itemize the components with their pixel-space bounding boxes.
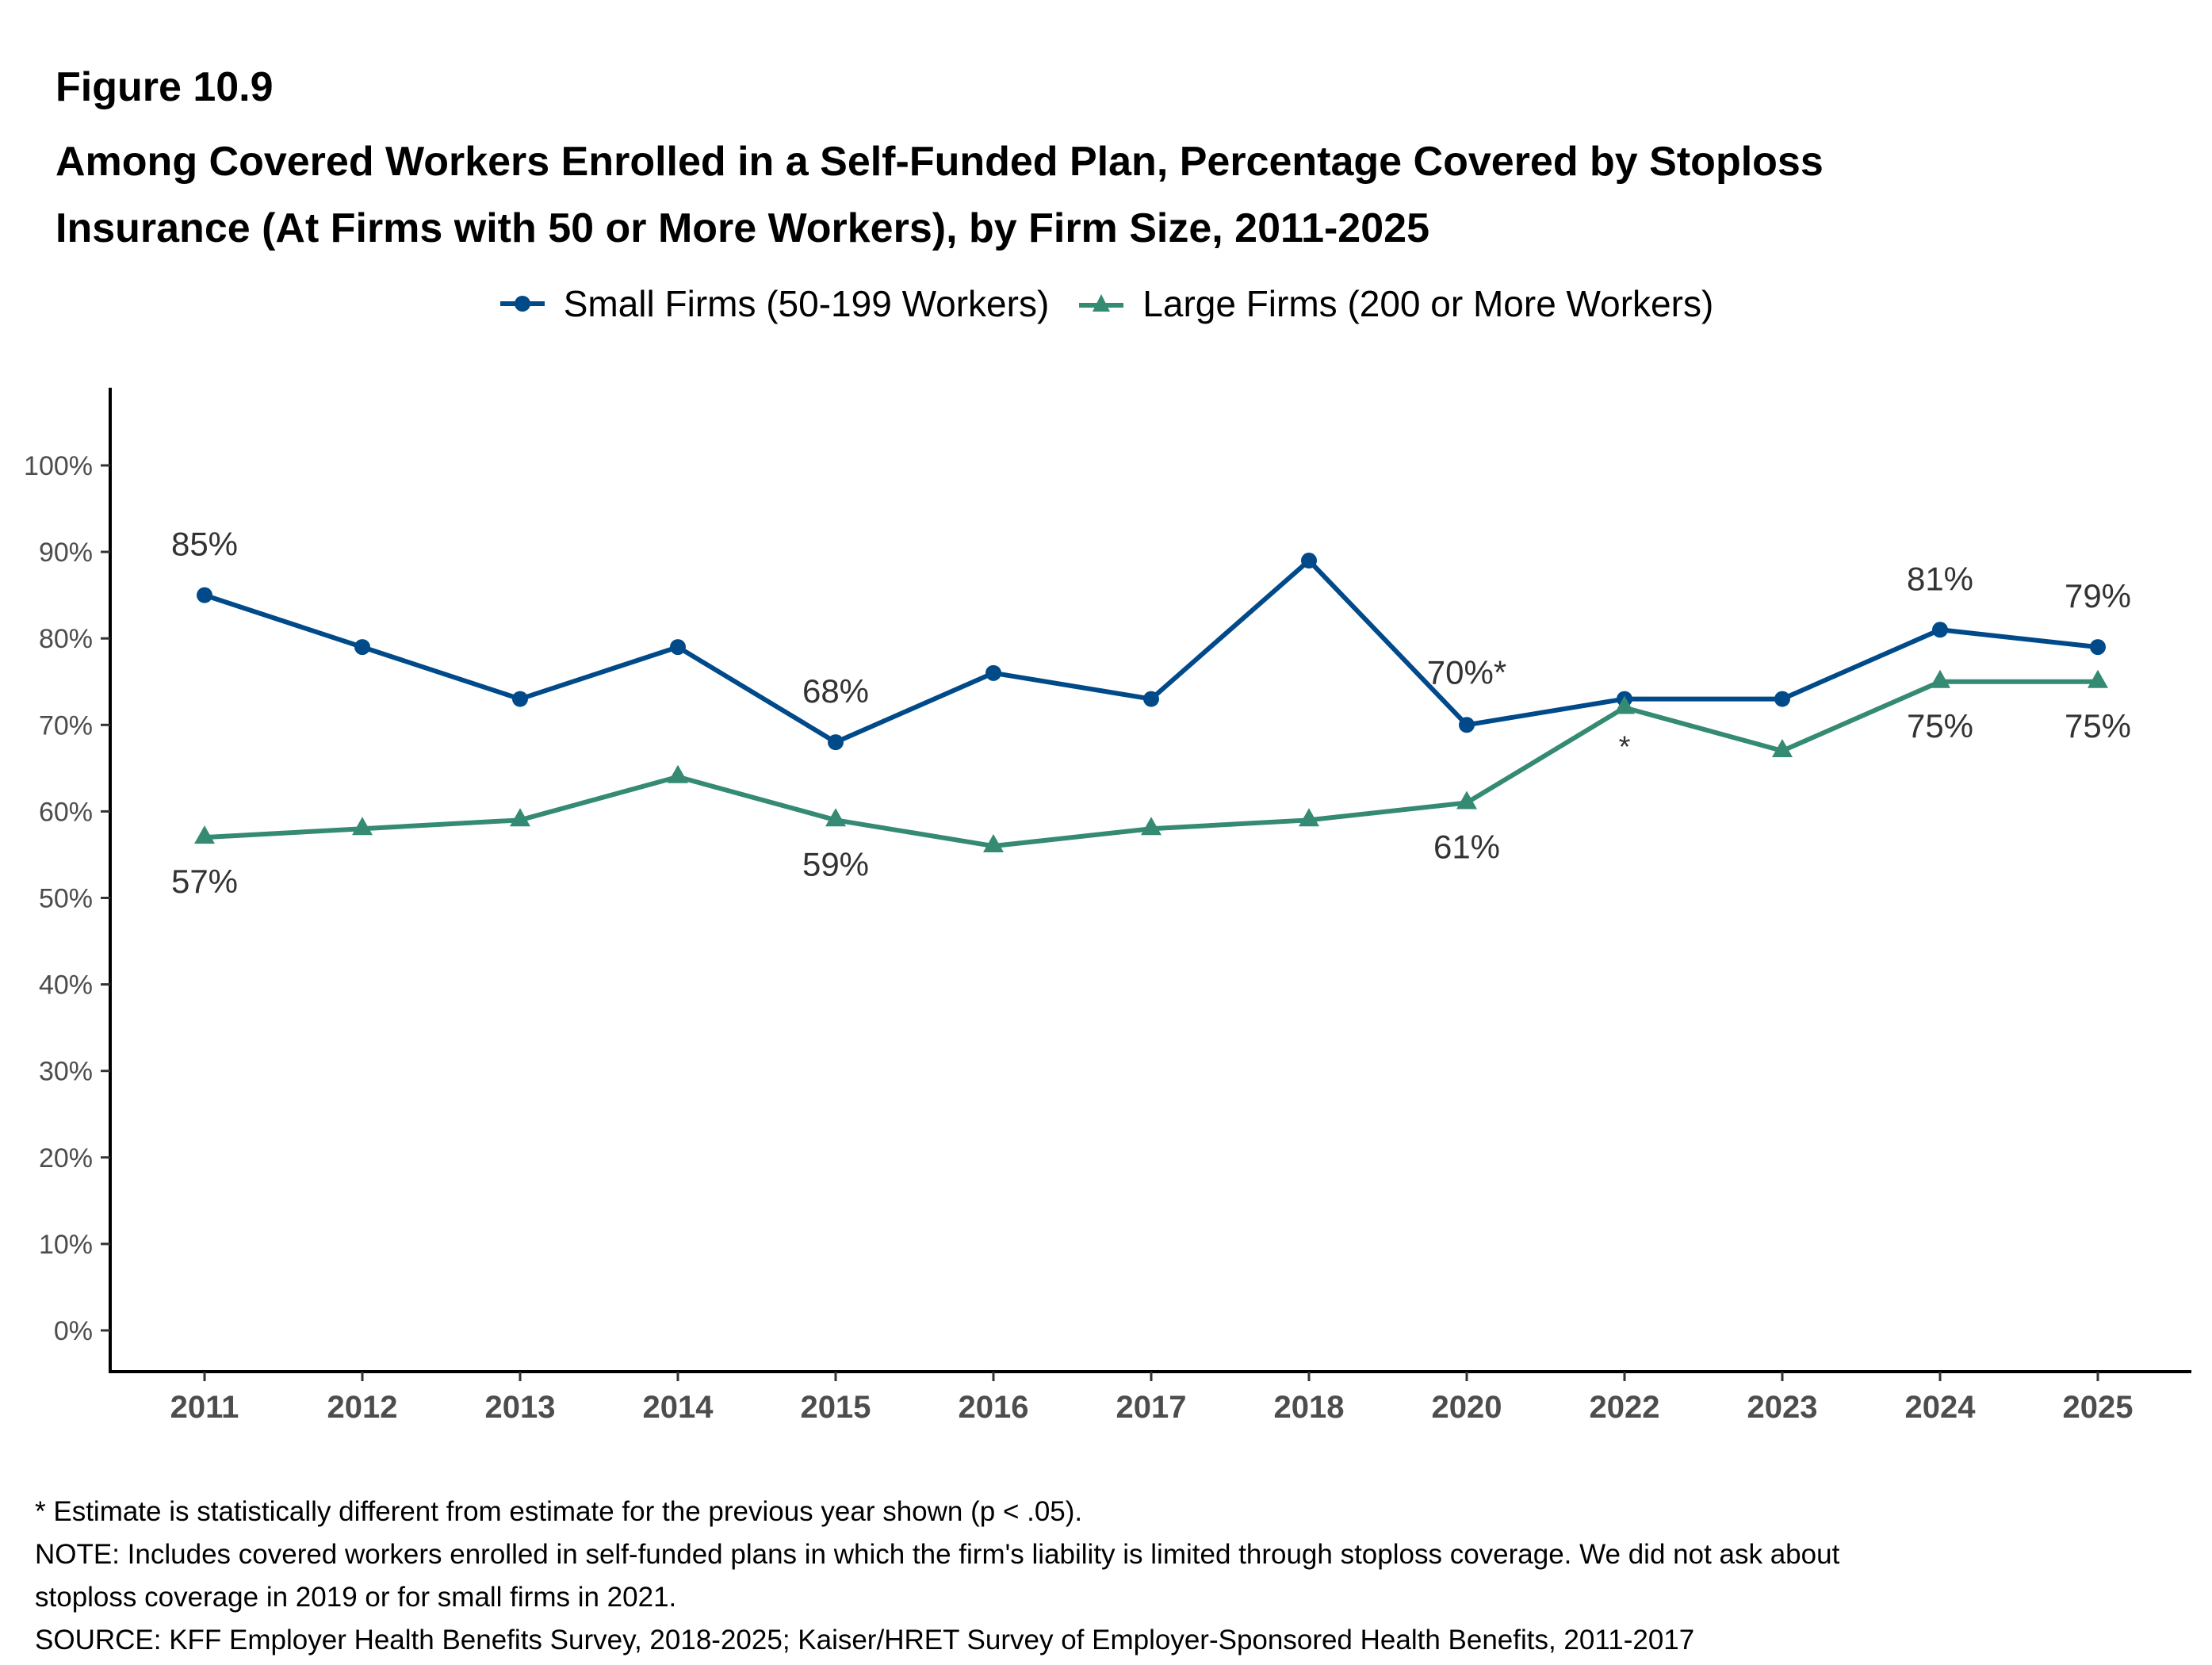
data-point-small-firms — [985, 664, 1001, 681]
data-point-large-firms — [352, 817, 373, 836]
data-label: 79% — [2065, 577, 2131, 614]
x-tick-label: 2025 — [2063, 1390, 2134, 1425]
data-point-small-firms — [354, 639, 370, 656]
y-tick-label: 30% — [39, 1057, 93, 1087]
data-point-small-firms — [1774, 691, 1790, 707]
x-tick-label: 2022 — [1590, 1390, 1660, 1425]
y-tick-label: 80% — [39, 624, 93, 654]
chart-title: Among Covered Workers Enrolled in a Self… — [55, 128, 2157, 262]
data-point-large-firms — [1614, 695, 1635, 714]
data-label: 85% — [171, 526, 238, 563]
y-tick-label: 50% — [39, 884, 93, 914]
legend-item-large-firms[interactable]: Large Firms (200 or More Workers) — [1077, 282, 1713, 325]
line-chart: 0% 10% 20% 30% 40% 50% 60% 70% 80% 90% 100% 2011 201… — [24, 388, 2191, 1425]
legend-item-small-firms[interactable]: Small Firms (50-199 Workers) — [499, 282, 1050, 325]
x-tick-label: 2020 — [1432, 1390, 1502, 1425]
data-point-large-firms — [194, 825, 215, 844]
data-label: 75% — [1907, 707, 1973, 744]
footnote-note-line-2: stoploss coverage in 2019 or for small f… — [35, 1582, 677, 1613]
legend-label-small-firms: Small Firms (50-199 Workers) — [563, 283, 1050, 324]
data-point-large-firms — [1299, 808, 1319, 827]
legend-circle-marker-icon — [499, 296, 545, 312]
data-label: 68% — [802, 672, 869, 710]
data-point-small-firms — [512, 691, 528, 707]
data-point-large-firms — [825, 808, 846, 827]
data-point-large-firms — [668, 764, 688, 783]
y-tick-label: 0% — [54, 1316, 93, 1346]
data-label: 70%* — [1427, 653, 1506, 691]
y-tick-label: 40% — [39, 970, 93, 1001]
x-tick-label: 2024 — [1905, 1390, 1977, 1425]
footnotes: * Estimate is statistically different fr… — [35, 1491, 1839, 1662]
x-tick-label: 2011 — [170, 1390, 239, 1425]
data-point-small-firms — [1143, 691, 1159, 707]
data-point-large-firms — [510, 808, 530, 827]
footnote-significance: * Estimate is statistically different fr… — [35, 1496, 1083, 1527]
y-tick-label: 100% — [24, 451, 93, 481]
legend-label-large-firms: Large Firms (200 or More Workers) — [1142, 283, 1714, 324]
legend: Small Firms (50-199 Workers) Large Firms… — [0, 282, 2212, 325]
y-tick-label: 70% — [39, 710, 93, 741]
x-tick-label: 2023 — [1747, 1390, 1818, 1425]
data-point-large-firms — [1772, 739, 1793, 758]
footnote-source: SOURCE: KFF Employer Health Benefits Sur… — [35, 1625, 1695, 1655]
data-point-small-firms — [1301, 553, 1317, 569]
y-tick-label: 20% — [39, 1143, 93, 1173]
data-point-large-firms — [983, 834, 1004, 853]
data-point-large-firms — [1456, 790, 1477, 810]
x-tick-label: 2013 — [485, 1390, 556, 1425]
x-tick-label: 2017 — [1116, 1390, 1187, 1425]
y-tick-label: 60% — [39, 797, 93, 827]
data-label: 75% — [2065, 707, 2131, 744]
x-tick-label: 2012 — [327, 1390, 398, 1425]
data-point-small-firms — [670, 639, 686, 656]
data-point-large-firms — [2088, 669, 2108, 688]
data-label: 81% — [1907, 560, 1973, 597]
data-label: 61% — [1433, 828, 1500, 865]
data-point-large-firms — [1930, 669, 1950, 688]
footnote-note-line-1: NOTE: Includes covered workers enrolled … — [35, 1539, 1840, 1570]
figure-label: Figure 10.9 — [55, 64, 274, 110]
data-point-small-firms — [1459, 717, 1475, 733]
x-tick-label: 2014 — [643, 1390, 714, 1425]
y-tick-label: 10% — [39, 1230, 93, 1260]
legend-triangle-marker-icon — [1079, 294, 1124, 312]
data-label: * — [1619, 730, 1631, 764]
series-line-small-firms — [204, 558, 2099, 745]
chart-title-line-2: Insurance (At Firms with 50 or More Work… — [55, 205, 1429, 251]
chart-title-line-1: Among Covered Workers Enrolled in a Self… — [55, 139, 1824, 185]
y-tick-label: 90% — [39, 538, 93, 568]
data-label: 57% — [171, 863, 238, 900]
x-tick-label: 2016 — [959, 1390, 1029, 1425]
x-tick-label: 2018 — [1274, 1390, 1345, 1425]
data-point-small-firms — [197, 587, 212, 603]
data-label: 59% — [802, 845, 869, 882]
x-tick-label: 2015 — [801, 1390, 871, 1425]
data-point-large-firms — [1141, 817, 1161, 836]
data-point-small-firms — [1932, 622, 1948, 638]
data-point-small-firms — [828, 734, 844, 751]
data-point-small-firms — [2090, 639, 2106, 656]
